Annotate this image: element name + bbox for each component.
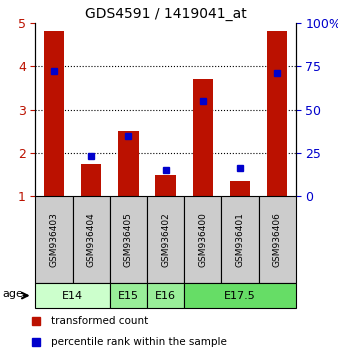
Bar (35, 196, 73, 283)
Text: GSM936405: GSM936405 (124, 212, 133, 267)
Bar (110, 196, 147, 283)
Bar (267, 31, 287, 196)
Bar (44, 31, 64, 196)
Text: age: age (3, 289, 24, 299)
Text: GSM936406: GSM936406 (273, 212, 282, 267)
Bar (73, 196, 110, 283)
Bar (193, 79, 213, 196)
Bar (81, 164, 101, 196)
Bar (35, 283, 110, 308)
Text: GSM936402: GSM936402 (161, 212, 170, 267)
Bar (147, 196, 184, 283)
Text: E17.5: E17.5 (224, 291, 256, 301)
Text: E15: E15 (118, 291, 139, 301)
Text: percentile rank within the sample: percentile rank within the sample (51, 337, 227, 348)
Bar (184, 196, 221, 283)
Bar (230, 181, 250, 196)
Text: transformed count: transformed count (51, 316, 148, 326)
Title: GDS4591 / 1419041_at: GDS4591 / 1419041_at (85, 7, 246, 21)
Bar (155, 175, 176, 196)
Text: GSM936404: GSM936404 (87, 212, 96, 267)
Bar (118, 131, 139, 196)
Bar (221, 196, 259, 283)
Text: E16: E16 (155, 291, 176, 301)
Bar (147, 283, 184, 308)
Bar (259, 196, 296, 283)
Text: GSM936403: GSM936403 (50, 212, 58, 267)
Bar (184, 283, 296, 308)
Text: GSM936400: GSM936400 (198, 212, 207, 267)
Text: E14: E14 (62, 291, 83, 301)
Text: GSM936401: GSM936401 (236, 212, 244, 267)
Bar (110, 283, 147, 308)
